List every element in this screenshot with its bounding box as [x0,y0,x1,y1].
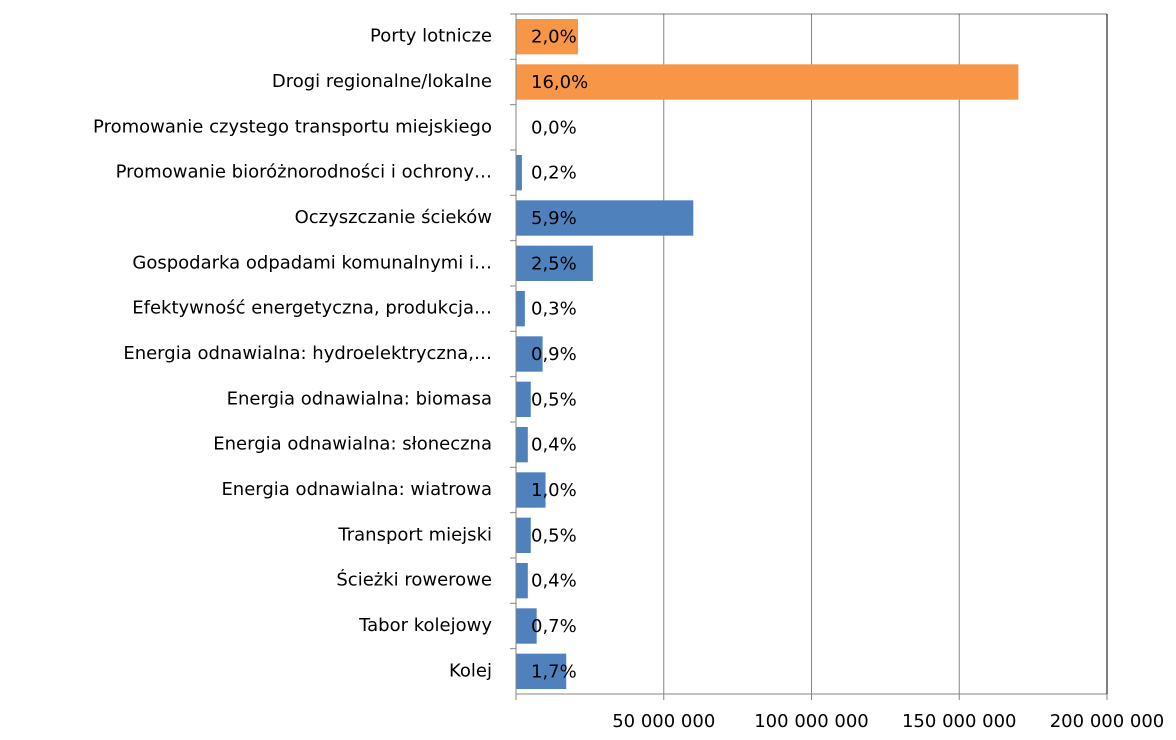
y-tick-label: Oczyszczanie ścieków [295,207,492,228]
x-tick-label: 200 000 000 [1050,711,1165,732]
data-label: 0,3% [531,299,577,320]
x-tick-label: 150 000 000 [902,711,1017,732]
bar [516,154,522,191]
bar [516,562,528,599]
y-tick-label: Porty lotnicze [370,26,492,47]
data-label: 2,0% [531,27,577,48]
y-tick-label: Drogi regionalne/lokalne [272,71,492,92]
bar [516,290,525,327]
y-tick-label: Energia odnawialna: wiatrowa [221,479,492,500]
data-label: 0,4% [531,435,577,456]
bar [516,64,1019,100]
y-tick-label: Promowanie bioróżnorodności i ochrony… [116,162,492,183]
data-label: 0,9% [531,344,577,365]
data-label: 0,5% [531,389,577,410]
data-label: 1,0% [531,480,577,501]
bar [516,426,528,463]
data-label: 0,0% [531,117,577,138]
bar [516,608,537,644]
data-label: 0,7% [531,616,577,637]
y-tick-label: Energia odnawialna: biomasa [227,388,492,409]
data-label: 2,5% [531,253,577,274]
y-tick-label: Energia odnawialna: słoneczna [213,434,492,455]
x-tick-label: 50 000 000 [612,711,715,732]
data-label: 0,5% [531,525,577,546]
data-label: 16,0% [531,72,588,93]
data-label: 1,7% [531,661,577,682]
y-tick-label: Tabor kolejowy [358,615,492,636]
y-tick-label: Energia odnawialna: hydroelektryczna,… [123,343,492,364]
bar [516,336,543,372]
bar [516,517,531,554]
y-tick-label: Gospodarka odpadami komunalnymi i… [132,252,492,273]
bar [516,653,567,690]
y-tick-label: Kolej [449,660,492,681]
bar [516,472,546,508]
y-tick-label: Transport miejski [337,524,492,545]
bar [516,18,579,55]
data-label: 0,2% [531,163,577,184]
data-label: 0,4% [531,571,577,592]
bar [516,381,531,418]
y-tick-label: Efektywność energetyczna, produkcja… [132,298,492,319]
bar [516,200,694,236]
data-label: 5,9% [531,208,577,229]
y-tick-label: Promowanie czystego transportu miejskieg… [93,116,492,137]
x-tick-label: 100 000 000 [754,711,869,732]
y-tick-label: Ścieżki rowerowe [336,569,492,591]
bar [516,245,593,282]
